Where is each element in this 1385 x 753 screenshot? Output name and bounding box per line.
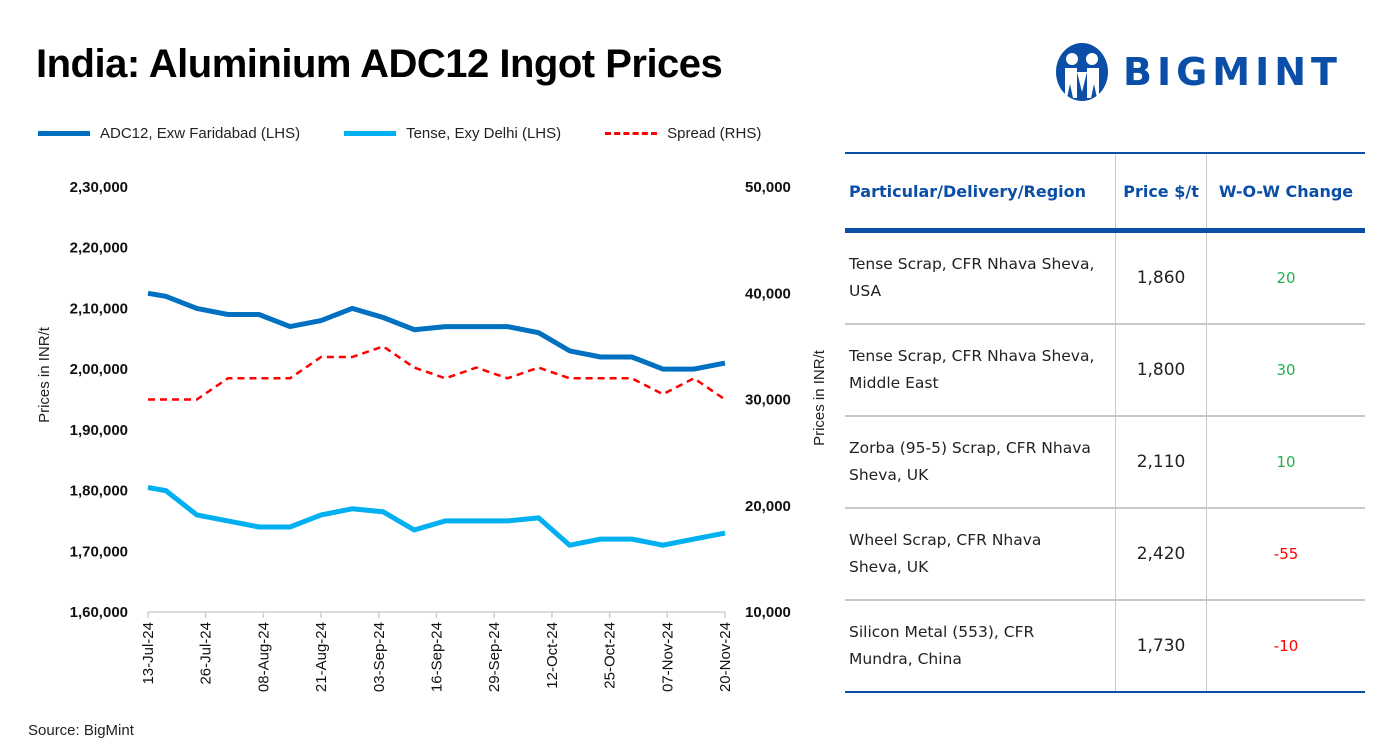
series-line-2	[148, 345, 726, 401]
x-tick-label: 29-Sep-24	[486, 622, 503, 692]
y-axis-title-left: Prices in INR/t	[36, 326, 53, 423]
series-line-0	[147, 290, 726, 372]
x-tick-label: 07-Nov-24	[659, 622, 676, 692]
cell-particular: Tense Scrap, CFR Nhava Sheva, Middle Eas…	[845, 324, 1116, 417]
legend-label: Spread (RHS)	[667, 125, 762, 142]
cell-change: 10	[1206, 416, 1365, 509]
table-row: Tense Scrap, CFR Nhava Sheva, Middle Eas…	[845, 324, 1365, 417]
cell-change: -10	[1206, 600, 1365, 693]
series-line-1	[147, 485, 726, 548]
table-row: Tense Scrap, CFR Nhava Sheva, USA 1,860 …	[845, 230, 1365, 325]
cell-particular: Wheel Scrap, CFR Nhava Sheva, UK	[845, 508, 1116, 601]
cell-change: 30	[1206, 324, 1365, 417]
x-tick-label: 20-Nov-24	[717, 622, 734, 692]
y-axis-title-right: Prices in INR/t	[811, 349, 828, 446]
y-tick-label-right: 20,000	[745, 498, 791, 515]
legend-swatch	[344, 131, 397, 136]
cell-price: 1,730	[1114, 600, 1207, 693]
legend-item-spread: Spread (RHS)	[605, 125, 761, 142]
cell-price: 2,420	[1114, 508, 1207, 601]
x-tick-label: 26-Jul-24	[198, 622, 215, 685]
y-tick-label-left: 2,10,000	[70, 300, 128, 317]
legend-label: Tense, Exy Delhi (LHS)	[406, 125, 562, 142]
y-tick-label-left: 2,20,000	[70, 240, 128, 257]
x-tick-label: 08-Aug-24	[255, 622, 272, 692]
header-particular: Particular/Delivery/Region	[845, 152, 1116, 233]
legend-item-adc12: ADC12, Exw Faridabad (LHS)	[38, 125, 300, 142]
x-tick-label: 13-Jul-24	[140, 622, 157, 685]
source-note: Source: BigMint	[28, 722, 134, 739]
cell-change: 20	[1206, 230, 1365, 325]
y-tick-label-left: 1,80,000	[70, 483, 128, 500]
legend-item-tense: Tense, Exy Delhi (LHS)	[344, 125, 561, 142]
cell-price: 1,860	[1114, 230, 1207, 325]
header-change: W-O-W Change	[1206, 152, 1365, 233]
y-tick-label-left: 2,30,000	[70, 179, 128, 196]
cell-price: 2,110	[1114, 416, 1207, 509]
table-row: Zorba (95-5) Scrap, CFR Nhava Sheva, UK …	[845, 416, 1365, 509]
table-row: Wheel Scrap, CFR Nhava Sheva, UK 2,420 -…	[845, 508, 1365, 601]
y-tick-label-left: 2,00,000	[70, 361, 128, 378]
cell-particular: Zorba (95-5) Scrap, CFR Nhava Sheva, UK	[845, 416, 1116, 509]
bigmint-logo-icon	[1056, 43, 1108, 101]
legend-swatch	[605, 132, 658, 135]
y-tick-label-right: 50,000	[745, 179, 791, 196]
x-tick-label: 21-Aug-24	[313, 622, 330, 692]
y-tick-label-right: 10,000	[745, 604, 791, 621]
bigmint-logo: BIGMINT	[1055, 42, 1342, 102]
cell-particular: Tense Scrap, CFR Nhava Sheva, USA	[845, 230, 1116, 325]
chart-legend: ADC12, Exw Faridabad (LHS) Tense, Exy De…	[38, 125, 805, 142]
x-tick-label: 16-Sep-24	[429, 622, 446, 692]
table-header-row: Particular/Delivery/Region Price $/t W-O…	[845, 152, 1365, 233]
x-tick-label: 12-Oct-24	[544, 622, 561, 689]
logo-text: BIGMINT	[1123, 50, 1342, 94]
price-table: Particular/Delivery/Region Price $/t W-O…	[845, 152, 1365, 693]
legend-label: ADC12, Exw Faridabad (LHS)	[100, 125, 301, 142]
y-tick-label-left: 1,70,000	[70, 543, 128, 560]
header-price: Price $/t	[1114, 152, 1207, 233]
line-chart: Prices in INR/t Prices in INR/t 1,60,000…	[36, 179, 828, 692]
cell-change: -55	[1206, 508, 1365, 601]
page-title: India: Aluminium ADC12 Ingot Prices	[36, 42, 723, 86]
x-tick-label: 03-Sep-24	[371, 622, 388, 692]
y-tick-label-left: 1,60,000	[70, 604, 128, 621]
cell-particular: Silicon Metal (553), CFR Mundra, China	[845, 600, 1116, 693]
y-tick-label-right: 40,000	[745, 285, 791, 302]
x-tick-label: 25-Oct-24	[602, 622, 619, 689]
y-tick-label-right: 30,000	[745, 392, 791, 409]
legend-swatch	[38, 131, 90, 136]
table-row: Silicon Metal (553), CFR Mundra, China 1…	[845, 600, 1365, 693]
y-tick-label-left: 1,90,000	[70, 422, 128, 439]
cell-price: 1,800	[1114, 324, 1207, 417]
